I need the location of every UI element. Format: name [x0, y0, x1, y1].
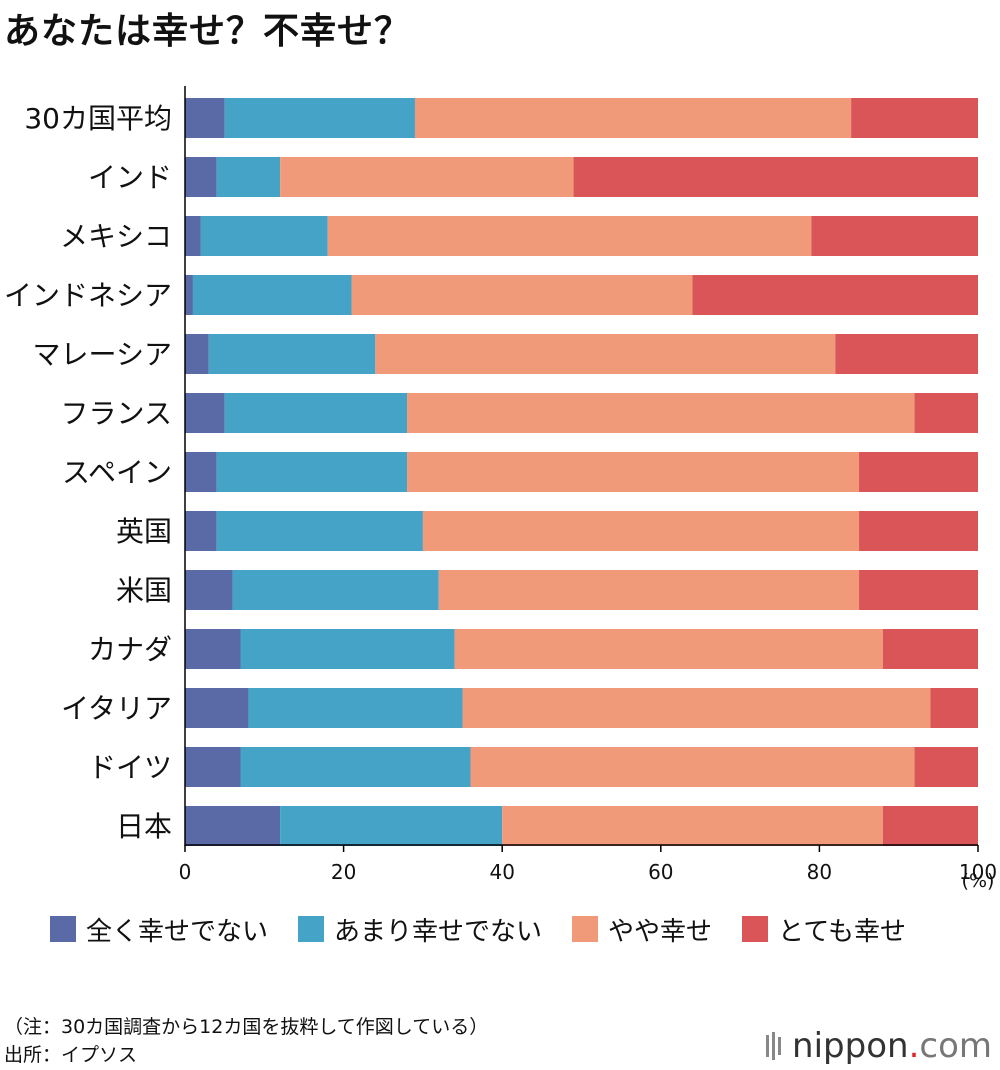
- category-label: マレーシア: [33, 338, 172, 371]
- x-tick-label: 80: [807, 860, 832, 884]
- legend-item: とても幸せ: [742, 911, 906, 948]
- chart-title: あなたは幸せ？不幸せ？: [4, 11, 412, 52]
- bar-segment-7-3: [859, 511, 978, 551]
- bar-segment-2-3: [811, 216, 978, 256]
- bar-segment-9-1: [240, 629, 455, 669]
- bar-segment-9-3: [882, 629, 978, 669]
- legend-swatch: [572, 916, 599, 942]
- bar-segment-6-3: [859, 452, 978, 492]
- legend-swatch: [742, 916, 769, 942]
- legend-label: 全く幸せでない: [86, 916, 269, 947]
- bar-segment-0-0: [185, 98, 225, 138]
- x-tick-label: 100: [959, 860, 997, 884]
- bar-segment-0-2: [414, 98, 852, 138]
- legend-item: やや幸せ: [572, 911, 712, 948]
- bar-segment-0-1: [224, 98, 415, 138]
- bar-segment-5-1: [224, 393, 408, 433]
- legend-swatch: [298, 916, 325, 942]
- category-label: インドネシア: [4, 279, 172, 312]
- bar-segment-7-0: [185, 511, 217, 551]
- bar-segment-3-0: [185, 275, 193, 315]
- x-tick-label: 0: [179, 860, 192, 884]
- stacked-bar-chart: 30カ国平均インドメキシコインドネシアマレーシアフランススペイン英国米国カナダイ…: [4, 86, 997, 892]
- legend-item: 全く幸せでない: [50, 911, 268, 948]
- category-label: 30カ国平均: [24, 102, 172, 135]
- bar-segment-12-1: [280, 806, 503, 846]
- bar-segment-3-3: [692, 275, 978, 315]
- bar-segment-0-3: [851, 98, 978, 138]
- bar-segment-5-3: [914, 393, 978, 433]
- bar-segment-8-2: [438, 570, 860, 610]
- brand-com: com: [919, 1026, 992, 1066]
- category-label: イタリア: [61, 692, 172, 725]
- category-label: フランス: [61, 397, 172, 430]
- bar-segment-11-2: [470, 747, 915, 787]
- bar-segment-4-2: [375, 334, 836, 374]
- category-label: メキシコ: [60, 220, 172, 253]
- bar-segment-1-3: [573, 157, 978, 197]
- brand-logo: nippon. com: [766, 1026, 992, 1066]
- bar-segment-12-0: [185, 806, 281, 846]
- bar-segment-1-2: [280, 157, 574, 197]
- bar-segment-7-1: [216, 511, 423, 551]
- bar-segment-8-0: [185, 570, 233, 610]
- legend-label: やや幸せ: [608, 916, 713, 947]
- bar-segment-1-0: [185, 157, 217, 197]
- bar-segment-8-1: [232, 570, 439, 610]
- bar-segment-9-2: [454, 629, 883, 669]
- bar-segment-10-1: [248, 688, 463, 728]
- category-label: ドイツ: [88, 751, 172, 784]
- bar-segment-8-3: [859, 570, 978, 610]
- bar-segment-4-1: [208, 334, 376, 374]
- bar-segment-10-3: [930, 688, 978, 728]
- bar-segment-12-2: [502, 806, 883, 846]
- bar-segment-2-1: [200, 216, 328, 256]
- x-tick-label: 40: [489, 860, 514, 884]
- bar-segment-9-0: [185, 629, 241, 669]
- category-label: 日本: [116, 810, 172, 843]
- category-label: スペイン: [62, 456, 172, 489]
- chart-note: （注：30カ国調査から12カ国を抜粋して作図している）: [4, 1016, 489, 1038]
- brand-main: nippon: [792, 1026, 909, 1066]
- bar-segment-4-3: [835, 334, 978, 374]
- bar-segment-11-1: [240, 747, 471, 787]
- bar-segment-12-3: [882, 806, 978, 846]
- x-tick-label: 60: [648, 860, 673, 884]
- x-axis-ticks: 0 20 40 60 80 100: [179, 845, 997, 884]
- bar-segment-4-0: [185, 334, 209, 374]
- legend: 全く幸せでない あまり幸せでない やや幸せ とても幸せ: [50, 911, 936, 948]
- bar-segment-11-3: [914, 747, 978, 787]
- bar-segment-7-2: [422, 511, 860, 551]
- brand-mark-icon: [766, 1032, 784, 1060]
- category-label: カナダ: [88, 633, 172, 666]
- category-labels: 30カ国平均インドメキシコインドネシアマレーシアフランススペイン英国米国カナダイ…: [4, 102, 172, 843]
- bar-segment-2-0: [185, 216, 201, 256]
- bar-segment-10-0: [185, 688, 249, 728]
- x-tick-label: 20: [331, 860, 356, 884]
- bar-segment-6-0: [185, 452, 217, 492]
- bar-segment-1-1: [216, 157, 281, 197]
- category-label: 米国: [116, 574, 172, 607]
- bar-segment-11-0: [185, 747, 241, 787]
- brand-dot: .: [908, 1026, 920, 1066]
- bar-segment-3-1: [192, 275, 352, 315]
- legend-swatch: [50, 916, 76, 942]
- bar-segment-6-1: [216, 452, 408, 492]
- legend-item: あまり幸せでない: [298, 911, 542, 948]
- bar-segment-5-0: [185, 393, 225, 433]
- legend-label: あまり幸せでない: [334, 916, 543, 947]
- x-axis-unit: (%): [962, 870, 995, 892]
- bar-segment-3-2: [351, 275, 693, 315]
- bar-segment-5-2: [407, 393, 915, 433]
- bar-segment-10-2: [462, 688, 931, 728]
- legend-label: とても幸せ: [778, 916, 906, 947]
- bar-segment-6-2: [407, 452, 860, 492]
- category-label: インド: [88, 161, 172, 194]
- category-label: 英国: [116, 515, 172, 548]
- bars-layer: [185, 98, 978, 846]
- bar-segment-2-2: [327, 216, 812, 256]
- chart-source: 出所：イプソス: [4, 1044, 138, 1066]
